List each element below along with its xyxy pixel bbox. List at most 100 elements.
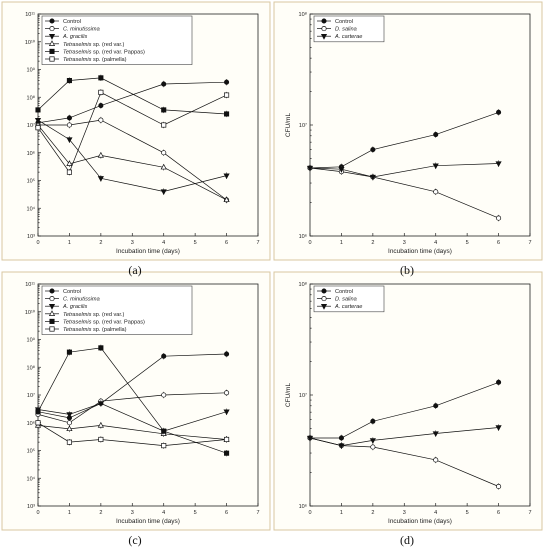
legend-marker — [49, 296, 55, 302]
x-tick-label: 2 — [371, 240, 374, 246]
data-point — [496, 483, 502, 490]
y-tick-label: 10⁶ — [27, 420, 35, 427]
data-point — [98, 103, 104, 109]
data-point — [97, 421, 104, 428]
y-tick-label: 10⁸ — [27, 94, 35, 101]
panel-b: 0 1 2 3 4 5 6 7 10⁶ 10⁷ 10⁸ Incubation time (days) C… — [273, 1, 543, 261]
data-point — [224, 390, 230, 396]
legend-label: Tetraselmis sp. (red var.) — [63, 42, 124, 48]
legend-marker — [321, 288, 327, 294]
x-tick-label: 6 — [225, 510, 228, 516]
legend-label-italic: Tetraselmis — [63, 57, 92, 63]
data-point — [338, 443, 345, 450]
legend-marker — [321, 18, 327, 24]
x-tick-label: 0 — [36, 240, 39, 246]
data-point — [223, 173, 230, 180]
legend-label: D. salina — [335, 297, 357, 303]
x-tick-label: 1 — [340, 240, 343, 246]
data-point — [224, 436, 230, 443]
data-point — [223, 409, 230, 416]
y-tick-label: 10³ — [27, 234, 35, 240]
data-point — [160, 163, 167, 170]
x-tick-label: 4 — [434, 510, 437, 516]
x-tick-label: 5 — [466, 510, 469, 516]
data-point — [496, 215, 502, 221]
data-point — [98, 345, 104, 351]
data-point — [98, 436, 104, 443]
data-point — [370, 418, 376, 424]
data-point — [35, 420, 41, 426]
legend-label: Control — [335, 289, 353, 295]
x-axis-title: Incubation time (days) — [116, 248, 180, 255]
data-point — [66, 349, 72, 355]
legend-label-italic: Tetraselmis — [63, 312, 92, 318]
data-point — [66, 122, 72, 128]
panel-c: 0 1 2 3 4 5 6 7 10³ 10⁴ 10⁵ 10⁶ 10⁷ 10⁸ 10⁹ 10¹⁰ 10¹¹ Inc… — [1, 271, 271, 531]
x-tick-label: 6 — [497, 240, 500, 246]
x-tick-label: 7 — [528, 240, 531, 246]
x-tick-label: 0 — [308, 510, 311, 516]
legend-marker — [48, 40, 56, 46]
x-axis-title: Incubation time (days) — [388, 518, 452, 525]
data-point — [161, 107, 167, 113]
data-point — [66, 169, 72, 175]
legend-label: Tetraselmis sp. (red var. Pappas) — [63, 49, 145, 55]
y-tick-label: 10⁶ — [27, 150, 35, 157]
legend-marker — [48, 34, 56, 40]
data-point — [161, 443, 167, 449]
legend-label-rest: sp. (palmella) — [91, 57, 126, 63]
y-tick-label: 10⁷ — [27, 392, 35, 399]
x-tick-label: 4 — [162, 510, 165, 516]
legend-label-italic: Tetraselmis — [63, 42, 92, 48]
y-tick-label: 10⁶ — [299, 503, 307, 510]
legend-label-rest: sp. (red var.) — [91, 42, 124, 48]
data-point — [338, 435, 344, 441]
legend-label-rest: sp. (red var.) — [91, 312, 124, 318]
y-tick-label: 10⁷ — [27, 122, 35, 129]
y-tick-label: 10⁸ — [27, 364, 35, 371]
data-point — [224, 351, 230, 357]
y-tick-label: 10⁴ — [27, 475, 36, 482]
x-tick-label: 1 — [68, 510, 71, 516]
data-point — [98, 75, 104, 81]
data-point — [224, 79, 230, 85]
data-point — [160, 189, 167, 196]
data-point — [369, 174, 376, 181]
x-axis-title: Incubation time (days) — [116, 518, 180, 525]
legend-marker — [49, 326, 55, 332]
y-tick-label: 10⁷ — [299, 392, 307, 399]
data-point — [338, 167, 345, 173]
data-point — [496, 109, 502, 115]
data-point — [432, 431, 439, 438]
data-point — [34, 117, 42, 124]
y-tick-label: 10¹¹ — [25, 12, 35, 18]
y-tick-label: 10⁴ — [27, 205, 36, 212]
x-tick-label: 1 — [340, 510, 343, 516]
data-point — [66, 137, 73, 144]
data-point — [97, 401, 104, 407]
y-tick-label: 10⁸ — [299, 11, 307, 18]
caption-a: (a) — [128, 263, 141, 277]
legend-label: Tetraselmis sp. (palmella) — [63, 57, 127, 63]
data-point — [433, 403, 439, 409]
legend-box — [41, 285, 193, 335]
legend-label: A. carterae — [334, 34, 362, 40]
legend-label-rest: sp. (red var. Pappas) — [91, 319, 145, 325]
x-tick-label: 5 — [194, 510, 197, 516]
data-point — [223, 196, 230, 203]
legend-label: A. carterae — [334, 304, 362, 310]
data-point — [496, 379, 502, 385]
data-point — [224, 111, 230, 117]
x-axis-title: Incubation time (days) — [388, 248, 452, 255]
data-point — [66, 160, 73, 166]
legend-label: A. gracilis — [62, 34, 87, 40]
legend-label: D. salina — [335, 27, 357, 33]
data-point — [224, 92, 230, 98]
x-tick-label: 3 — [131, 240, 134, 246]
data-point — [161, 81, 167, 87]
legend-marker — [49, 318, 55, 324]
x-tick-label: 3 — [131, 510, 134, 516]
data-point — [161, 428, 167, 434]
x-tick-label: 2 — [371, 510, 374, 516]
